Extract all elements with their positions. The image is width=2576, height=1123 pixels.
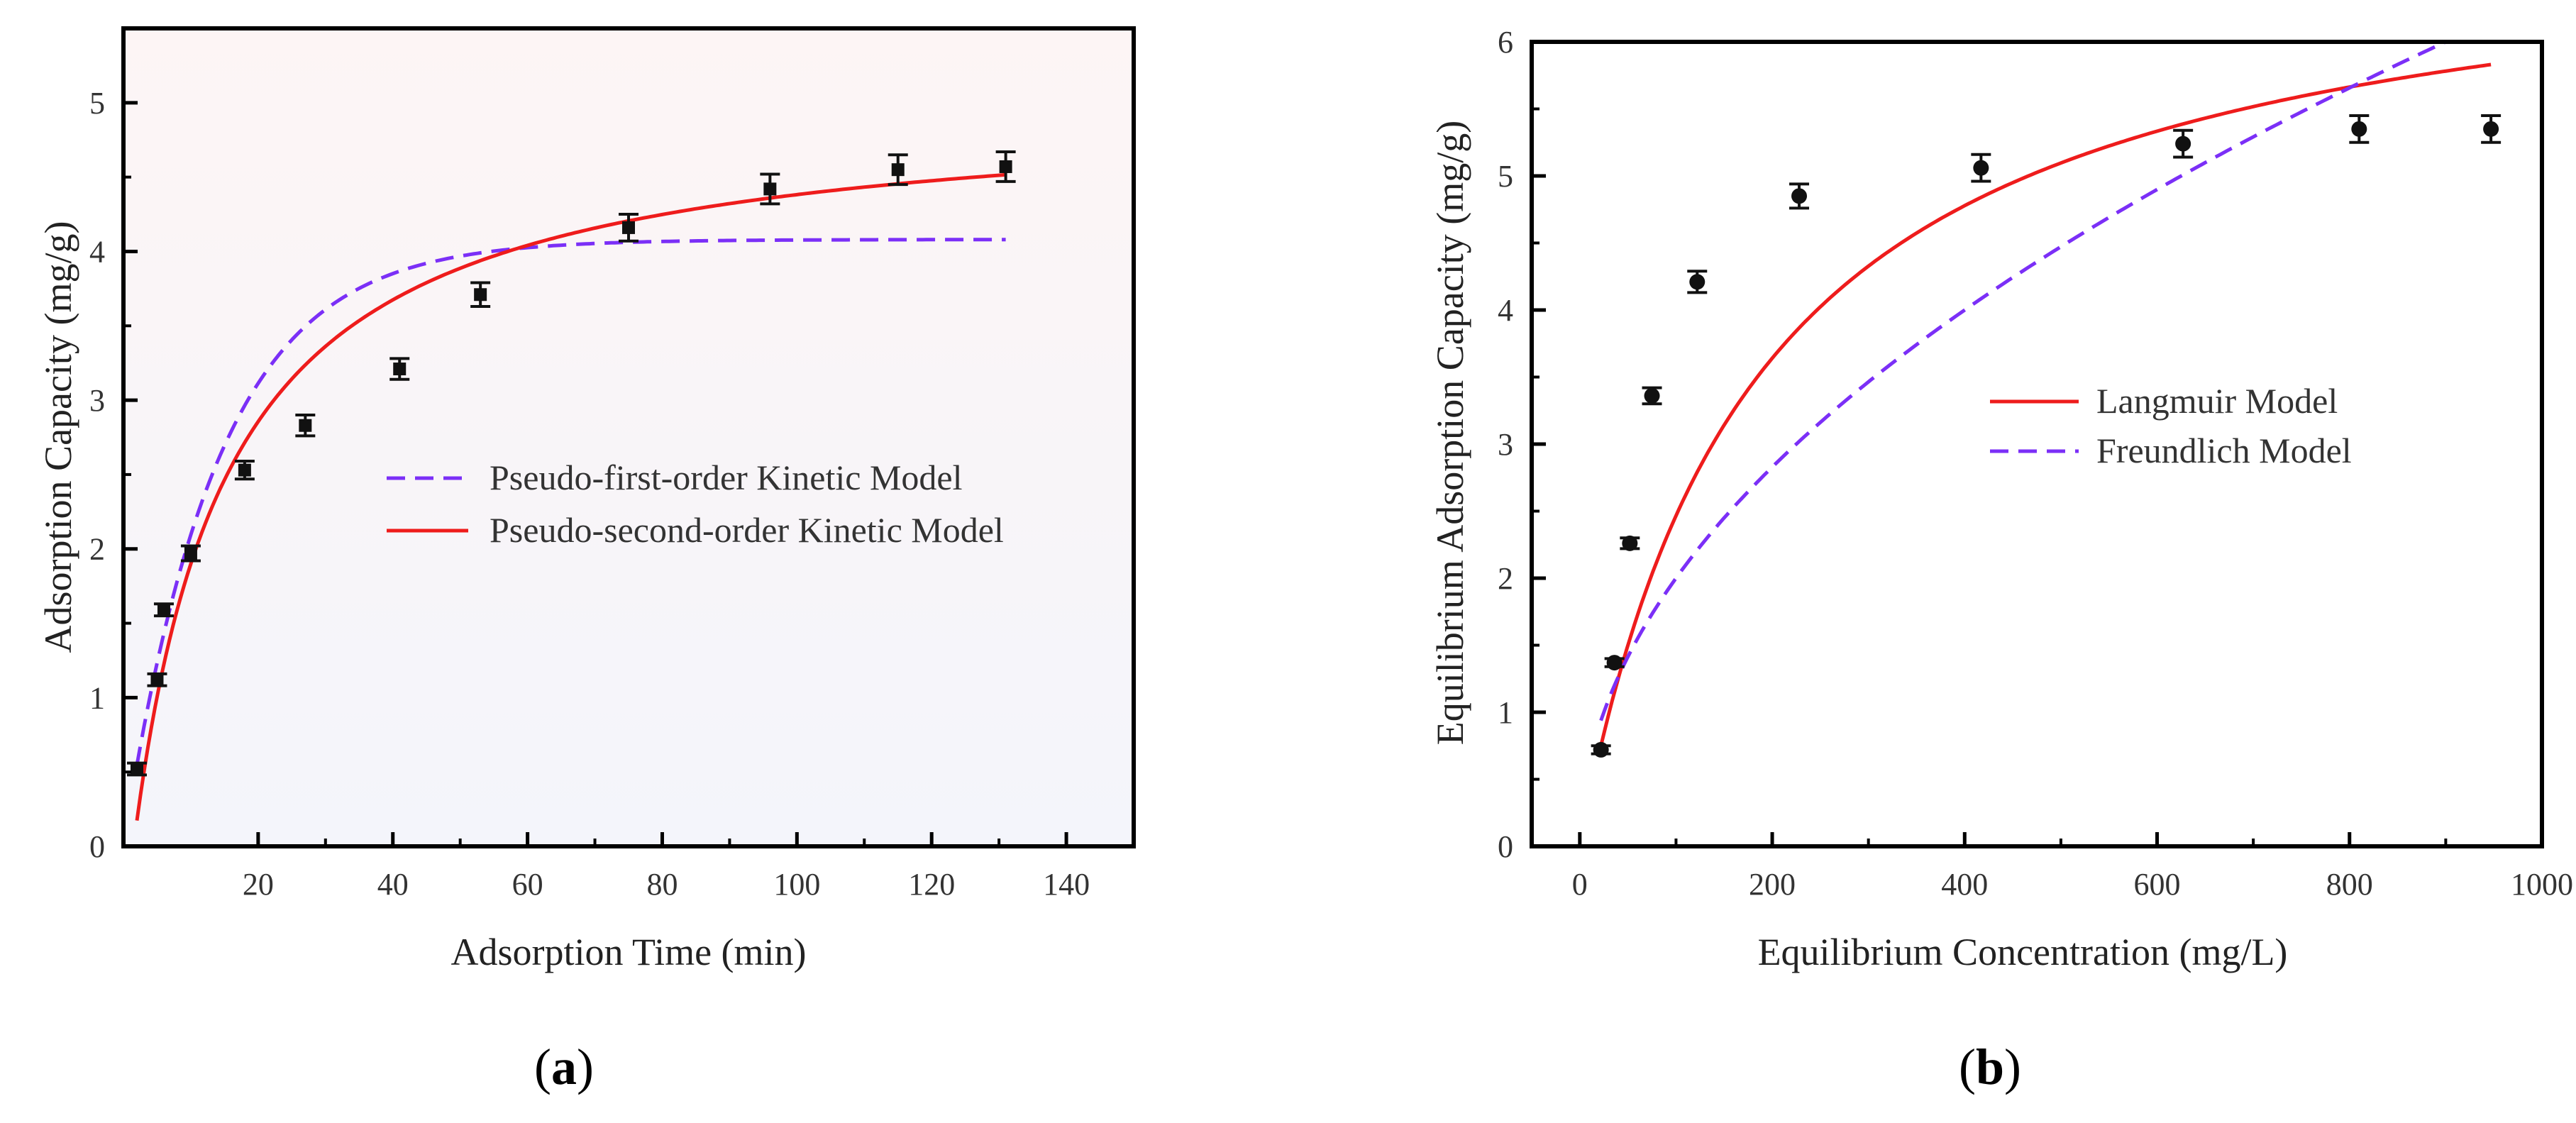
data-point (995, 150, 1016, 183)
ticks-a: 20 40 60 80 100 120 140 0 1 2 3 4 5 (89, 86, 1090, 902)
legend-label-pso: Pseudo-second-order Kinetic Model (490, 510, 1004, 550)
curves-a (135, 172, 1006, 821)
data-marker (2175, 135, 2191, 152)
data-marker (299, 419, 312, 432)
y-axis-title-a: Adsorption Capacity (mg/g) (37, 221, 79, 653)
data-point (888, 153, 908, 187)
legend-b: Langmuir Model Freundlich Model (1990, 381, 2352, 470)
panel-label-b: (b) (1959, 1039, 2021, 1095)
data-point (1971, 153, 1991, 183)
x-tick-label: 600 (2134, 867, 2181, 902)
data-marker (1973, 160, 1989, 176)
y-tick-label: 4 (89, 234, 105, 269)
data-point (126, 761, 147, 777)
data-point (1642, 386, 1662, 406)
y-tick-label: 4 (1498, 293, 1513, 328)
x-axis-title-b: Equilibrium Concentration (mg/L) (1758, 931, 2288, 973)
chart-a: 20 40 60 80 100 120 140 0 1 2 3 4 5 Adsorption Time … (37, 26, 1136, 1095)
model-curve-langmuir (1599, 62, 2492, 746)
data-marker (238, 463, 251, 477)
legend-label-pfo: Pseudo-first-order Kinetic Model (490, 458, 963, 497)
x-tick-label: 80 (646, 867, 678, 902)
y-tick-label: 2 (89, 532, 105, 567)
x-tick-label: 800 (2326, 867, 2373, 902)
data-marker (184, 547, 197, 560)
data-point (1687, 270, 1708, 294)
data-marker (2351, 121, 2367, 137)
y-tick-label: 0 (1498, 829, 1513, 864)
x-tick-label: 60 (512, 867, 543, 902)
data-marker (1593, 741, 1609, 758)
data-marker (474, 288, 487, 302)
data-marker (1606, 655, 1623, 671)
legend-label-freundlich: Freundlich Model (2096, 431, 2352, 470)
data-point (234, 460, 255, 481)
x-tick-label: 140 (1043, 867, 1090, 902)
y-tick-label: 2 (1498, 561, 1513, 596)
data-point (1789, 182, 1810, 210)
x-tick-label: 0 (1572, 867, 1588, 902)
data-point (153, 602, 174, 618)
points-a (126, 150, 1016, 777)
x-tick-label: 120 (908, 867, 955, 902)
data-point (180, 544, 201, 563)
chart-b: 0 200 400 600 800 1000 0 1 2 3 4 5 6 Equilibrium Con… (1429, 25, 2573, 1095)
data-marker (393, 363, 407, 376)
y-tick-label: 3 (89, 383, 105, 418)
data-point (2349, 114, 2370, 144)
data-marker (999, 160, 1012, 173)
data-point (147, 672, 167, 687)
data-marker (1622, 535, 1638, 551)
x-axis-title-a: Adsorption Time (min) (450, 931, 806, 973)
data-point (389, 357, 410, 381)
data-marker (763, 182, 777, 196)
x-tick-label: 1000 (2511, 867, 2573, 902)
plot-background-a (123, 28, 1134, 846)
data-marker (1791, 188, 1808, 204)
legend-a: Pseudo-first-order Kinetic Model Pseudo-… (387, 458, 1004, 550)
data-marker (891, 163, 905, 177)
y-tick-label: 5 (89, 86, 105, 121)
x-tick-label: 40 (377, 867, 409, 902)
data-point (1591, 741, 1611, 758)
data-point (295, 414, 316, 438)
curves-b (1599, 42, 2492, 746)
x-tick-label: 400 (1941, 867, 1988, 902)
data-marker (2483, 121, 2499, 137)
y-tick-label: 6 (1498, 25, 1513, 60)
y-tick-label: 1 (1498, 695, 1513, 730)
data-marker (130, 762, 143, 775)
data-marker (1689, 274, 1706, 290)
data-point (2481, 114, 2502, 144)
data-point (1604, 655, 1625, 671)
y-axis-title-b: Equilibrium Adsorption Capacity (mg/g) (1429, 121, 1471, 745)
plot-frame-a (121, 26, 1136, 848)
x-tick-label: 200 (1749, 867, 1796, 902)
data-marker (622, 221, 635, 234)
y-tick-label: 0 (89, 829, 105, 864)
data-point (619, 213, 639, 243)
data-point (2173, 128, 2194, 159)
data-marker (1644, 387, 1660, 404)
y-tick-label: 5 (1498, 159, 1513, 194)
data-marker (157, 603, 170, 616)
y-tick-label: 1 (89, 680, 105, 715)
points-b (1591, 114, 2502, 758)
data-marker (150, 673, 164, 687)
x-tick-label: 20 (243, 867, 274, 902)
y-tick-label: 3 (1498, 427, 1513, 462)
data-point (760, 172, 780, 206)
plot-background-b (1532, 42, 2542, 846)
legend-label-langmuir: Langmuir Model (2096, 381, 2338, 421)
model-curve-pfo (135, 238, 1006, 765)
model-curve-pso (135, 172, 1006, 821)
data-point (1620, 535, 1640, 551)
x-tick-label: 100 (773, 867, 820, 902)
model-curve-freundlich (1599, 42, 2450, 721)
ticks-b: 0 200 400 600 800 1000 0 1 2 3 4 5 6 (1498, 25, 2573, 902)
panel-label-a: (a) (534, 1039, 594, 1095)
data-point (470, 281, 491, 309)
